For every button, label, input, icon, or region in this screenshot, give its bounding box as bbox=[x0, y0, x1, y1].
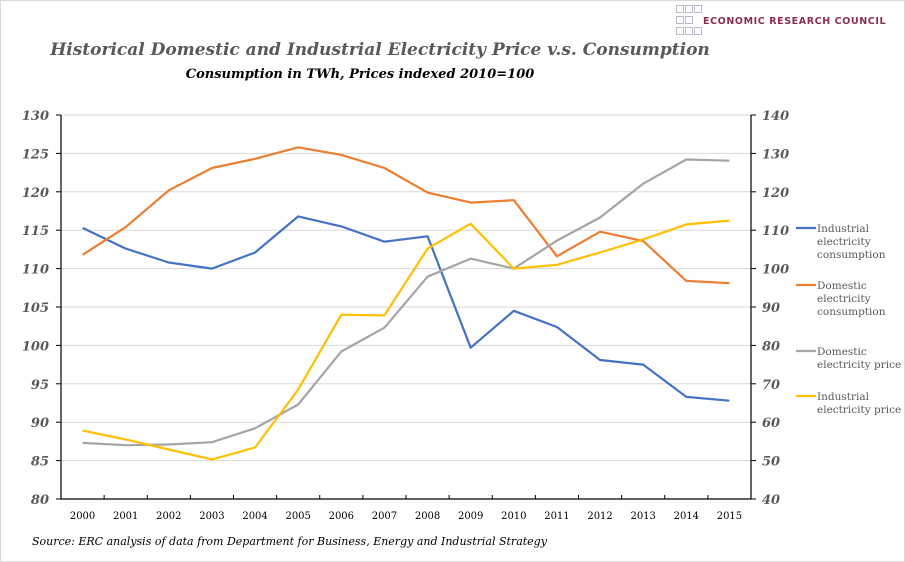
x-tick-label: 2013 bbox=[630, 511, 655, 522]
legend-label: Domestic bbox=[817, 280, 867, 292]
x-tick-label: 2008 bbox=[415, 511, 440, 522]
y-axis-left-labels: 80 85 90 95 100 105 110 115 120 125 130 bbox=[22, 109, 49, 508]
legend-label: Industrial bbox=[817, 223, 870, 235]
legend-label: electricity bbox=[817, 236, 871, 248]
chart-title: Historical Domestic and Industrial Elect… bbox=[50, 40, 710, 60]
series-lines bbox=[81, 146, 730, 461]
y-left-tick-label: 130 bbox=[22, 109, 49, 124]
legend-label: Domestic bbox=[817, 346, 867, 358]
x-tick-label: 2010 bbox=[501, 511, 526, 522]
y-right-tick-label: 60 bbox=[762, 416, 780, 431]
y-axis-right-labels: 40 50 60 70 80 90 100 110 120 130 140 bbox=[762, 109, 789, 508]
y-left-tick-label: 125 bbox=[22, 147, 49, 162]
source-note: Source: ERC analysis of data from Depart… bbox=[32, 535, 547, 548]
x-tick-label: 2009 bbox=[458, 511, 483, 522]
y-left-tick-label: 115 bbox=[22, 224, 49, 239]
x-tick-label: 2012 bbox=[587, 511, 612, 522]
y-right-tick-label: 50 bbox=[762, 455, 780, 470]
y-left-tick-label: 110 bbox=[22, 263, 49, 278]
series-line-domestic-electricity-consumption bbox=[81, 146, 730, 285]
y-right-tick-label: 110 bbox=[762, 224, 789, 239]
x-tick-label: 2002 bbox=[156, 511, 181, 522]
y-right-tick-label: 100 bbox=[762, 263, 789, 278]
x-tick-label: 2003 bbox=[199, 511, 224, 522]
y-left-tick-label: 95 bbox=[31, 378, 49, 393]
x-tick-label: 2001 bbox=[113, 511, 138, 522]
x-tick-label: 2015 bbox=[717, 511, 742, 522]
x-axis-labels: 2000 2001 2002 2003 2004 2005 2006 2007 2008 2009… bbox=[70, 511, 742, 522]
legend-label: electricity price bbox=[817, 404, 901, 416]
y-right-tick-label: 70 bbox=[762, 378, 780, 393]
y-left-tick-label: 90 bbox=[31, 416, 49, 431]
axes bbox=[56, 114, 756, 500]
y-right-tick-label: 80 bbox=[762, 339, 780, 354]
legend-label: electricity bbox=[817, 293, 871, 305]
legend-label: consumption bbox=[817, 306, 886, 318]
series-line-industrial-electricity-price bbox=[82, 219, 730, 461]
y-left-tick-label: 120 bbox=[22, 186, 49, 201]
y-left-tick-label: 100 bbox=[22, 339, 49, 354]
series-line-industrial-electricity-consumption bbox=[82, 215, 730, 402]
x-tick-label: 2007 bbox=[372, 511, 397, 522]
series-line-domestic-electricity-price bbox=[82, 158, 730, 447]
y-left-tick-label: 80 bbox=[31, 493, 49, 508]
y-left-tick-label: 85 bbox=[31, 455, 49, 470]
chart-subtitle: Consumption in TWh, Prices indexed 2010=… bbox=[185, 67, 535, 82]
y-right-tick-label: 140 bbox=[762, 109, 789, 124]
legend-label: consumption bbox=[817, 249, 886, 261]
x-tick-label: 2006 bbox=[329, 511, 354, 522]
y-right-tick-label: 120 bbox=[762, 186, 789, 201]
x-tick-label: 2005 bbox=[285, 511, 310, 522]
y-left-tick-label: 105 bbox=[22, 301, 49, 316]
y-right-tick-label: 130 bbox=[762, 147, 789, 162]
x-tick-label: 2004 bbox=[242, 511, 267, 522]
x-tick-label: 2014 bbox=[674, 511, 699, 522]
gridlines bbox=[61, 114, 751, 462]
legend-label: electricity price bbox=[817, 359, 901, 371]
y-right-tick-label: 40 bbox=[762, 493, 780, 508]
y-right-tick-label: 90 bbox=[762, 301, 780, 316]
legend-label: Industrial bbox=[817, 391, 870, 403]
x-tick-label: 2000 bbox=[70, 511, 95, 522]
erc-logo: ECONOMIC RESEARCH COUNCIL bbox=[676, 5, 901, 35]
legend: IndustrialelectricityconsumptionDomestic… bbox=[796, 223, 901, 416]
x-tick-label: 2011 bbox=[544, 511, 569, 522]
logo-text: ECONOMIC RESEARCH COUNCIL bbox=[703, 16, 887, 27]
